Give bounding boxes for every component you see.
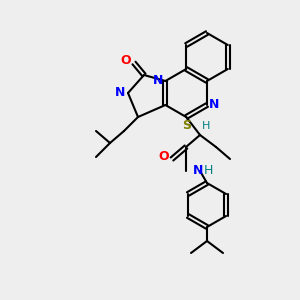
Text: O: O (120, 55, 131, 68)
Text: H: H (204, 164, 213, 178)
Text: H: H (202, 121, 210, 131)
Text: S: S (182, 119, 191, 132)
Text: N: N (115, 86, 125, 100)
Text: O: O (158, 151, 169, 164)
Text: N: N (153, 74, 164, 88)
Text: N: N (193, 164, 203, 178)
Text: N: N (209, 98, 219, 112)
